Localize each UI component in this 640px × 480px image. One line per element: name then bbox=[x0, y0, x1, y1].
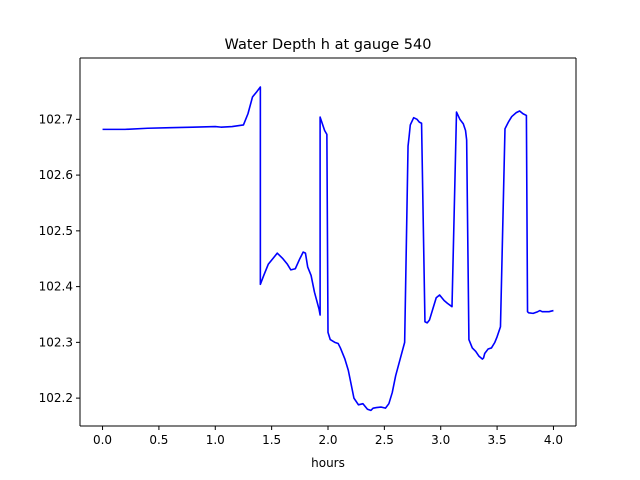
x-tick-label: 0.5 bbox=[149, 433, 168, 447]
x-tick-label: 4.0 bbox=[544, 433, 563, 447]
y-tick-label: 102.7 bbox=[39, 112, 73, 126]
series-line-1 bbox=[102, 86, 554, 412]
x-tick-label: 2.5 bbox=[375, 433, 394, 447]
axes: 0.0 0.5 1.0 1.5 2.0 2.5 3.0 3.5 4.0 102.2 102.3 102… bbox=[39, 57, 577, 447]
x-tick-label: 3.5 bbox=[488, 433, 507, 447]
x-tick-label: 1.5 bbox=[262, 433, 281, 447]
y-tick-label: 102.4 bbox=[39, 280, 73, 294]
x-tick-label: 3.0 bbox=[431, 433, 450, 447]
x-tick-label: 1.0 bbox=[206, 433, 225, 447]
x-tick-label: 2.0 bbox=[318, 433, 337, 447]
plot-area bbox=[102, 86, 554, 412]
y-tick-label: 102.3 bbox=[39, 335, 73, 349]
x-tick-label: 0.0 bbox=[93, 433, 112, 447]
chart-title: Water Depth h at gauge 540 bbox=[225, 37, 432, 53]
y-tick-label: 102.6 bbox=[39, 168, 73, 182]
x-axis-title: hours bbox=[311, 456, 345, 470]
y-tick-label: 102.2 bbox=[39, 391, 73, 405]
y-tick-label: 102.5 bbox=[39, 224, 73, 238]
